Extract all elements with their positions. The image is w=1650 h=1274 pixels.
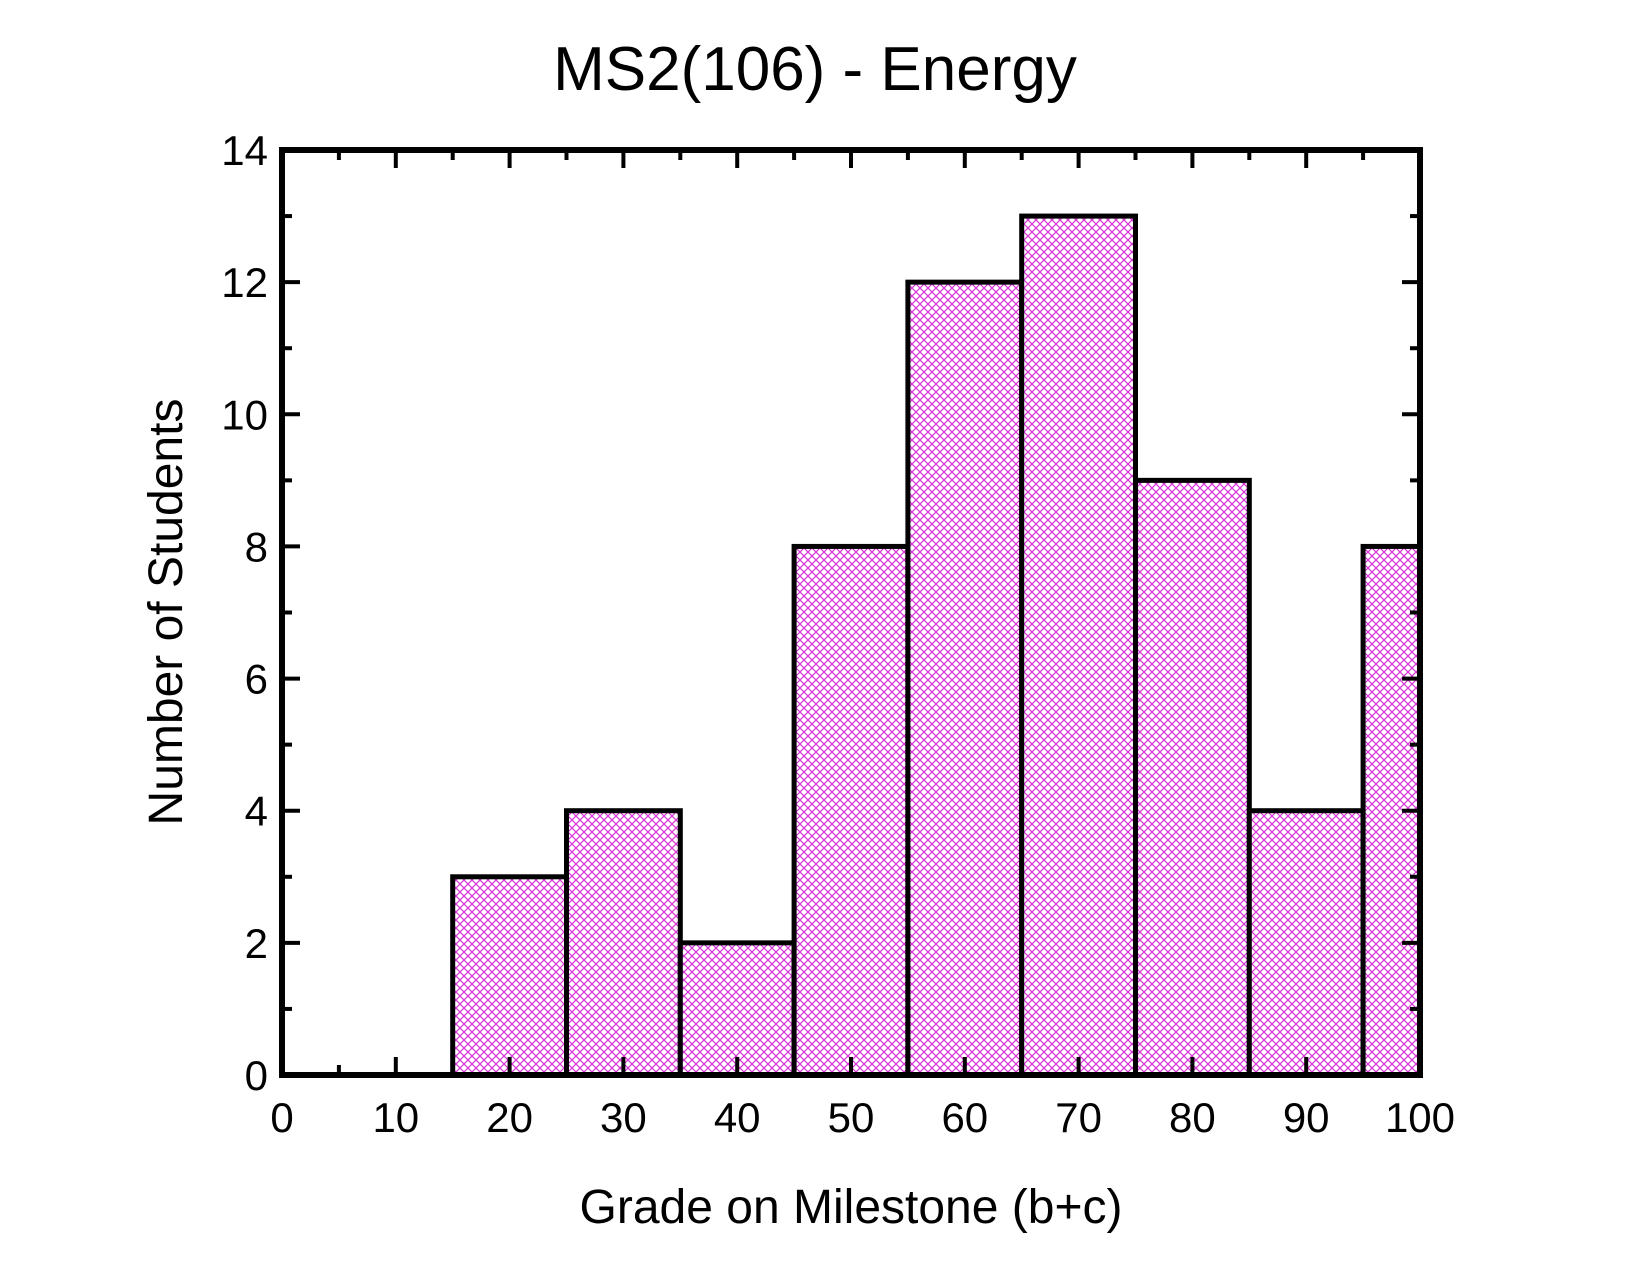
y-tick-label: 2 [245, 920, 268, 967]
y-tick-label: 4 [245, 788, 268, 835]
y-tick-label: 8 [245, 523, 268, 570]
plot-frame [279, 147, 1423, 1078]
x-tick-label: 30 [600, 1094, 647, 1141]
bar-8 [1246, 808, 1366, 1078]
x-tick-label: 50 [828, 1094, 875, 1141]
x-tick-label: 40 [714, 1094, 761, 1141]
x-tick-labels: 0 10 20 30 40 50 60 70 80 90 100 [270, 1094, 1455, 1141]
x-tick-label: 70 [1055, 1094, 1102, 1141]
chart-title: MS2(106) - Energy [553, 35, 1077, 104]
bar-7 [1133, 477, 1252, 1078]
x-tick-label: 0 [270, 1094, 293, 1141]
y-tick-label: 12 [221, 259, 268, 306]
bar-6 [1019, 213, 1139, 1078]
x-tick-label: 20 [486, 1094, 533, 1141]
y-tick-label: 6 [245, 656, 268, 703]
y-axis-label: Number of Students [140, 399, 193, 826]
x-axis-label: Grade on Milestone (b+c) [580, 1181, 1123, 1234]
bars-group [450, 213, 1423, 1078]
x-tick-label: 10 [372, 1094, 419, 1141]
bar-4 [791, 543, 911, 1078]
bar-5 [905, 279, 1025, 1078]
bar-2 [564, 808, 683, 1078]
x-tick-label: 60 [941, 1094, 988, 1141]
bar-3 [677, 940, 797, 1078]
y-tick-label: 14 [221, 127, 268, 174]
y-tick-labels: 0 2 4 6 8 10 12 14 [221, 127, 268, 1099]
bar-1 [450, 874, 570, 1078]
y-tick-label: 10 [221, 391, 268, 438]
x-tick-label: 90 [1283, 1094, 1330, 1141]
y-tick-label: 0 [245, 1052, 268, 1099]
x-tick-label: 80 [1169, 1094, 1216, 1141]
x-tick-label: 100 [1385, 1094, 1455, 1141]
